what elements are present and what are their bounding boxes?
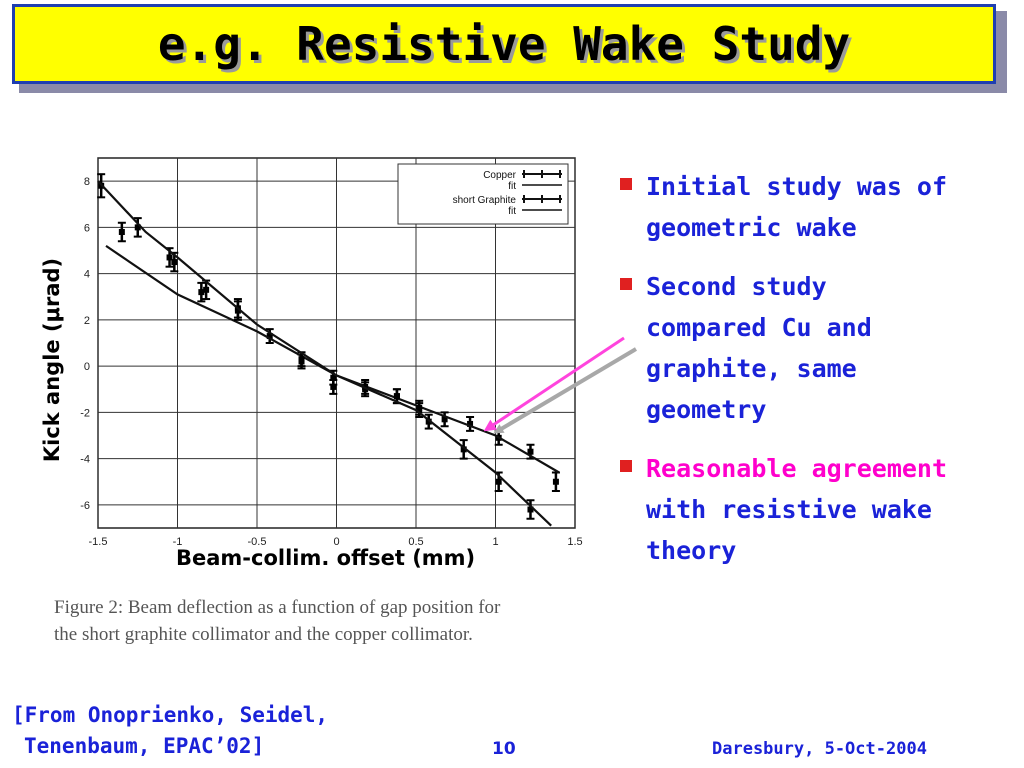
data-point xyxy=(298,356,305,363)
x-tick-label: -1.5 xyxy=(89,536,108,548)
y-tick-label: 0 xyxy=(84,361,90,373)
data-point xyxy=(134,224,141,231)
y-tick-label: 2 xyxy=(84,315,90,327)
data-point xyxy=(441,416,448,423)
bullet-item: Second study compared Cu and graphite, s… xyxy=(616,266,1016,430)
data-point xyxy=(495,478,502,485)
data-point xyxy=(362,386,369,393)
x-tick-label: 0 xyxy=(333,536,339,548)
source-line-2: Tenenbaum, EPAC’02] xyxy=(24,734,265,758)
bullet-list: Initial study was of geometric wake Seco… xyxy=(616,166,1016,589)
bullet-line: theory xyxy=(646,536,737,565)
bullet-line: graphite, same xyxy=(646,354,857,383)
data-point xyxy=(330,374,337,381)
data-point xyxy=(527,506,534,513)
data-point xyxy=(552,478,559,485)
legend-label: short Graphite xyxy=(453,195,517,206)
y-tick-label: 4 xyxy=(84,269,90,281)
x-tick-label: 1 xyxy=(492,536,498,548)
x-tick-label: 1.5 xyxy=(567,536,582,548)
y-tick-label: -6 xyxy=(80,500,90,512)
slide-title: e.g. Resistive Wake Study xyxy=(157,17,851,71)
title-banner: e.g. Resistive Wake Study xyxy=(12,4,996,84)
data-point xyxy=(234,307,241,314)
legend-label: fit xyxy=(508,181,516,192)
legend-label: Copper xyxy=(483,170,516,181)
y-axis-label: Kick angle (μrad) xyxy=(40,257,64,463)
bullet-line: Initial study was of xyxy=(646,172,948,201)
x-axis-label: Beam-collim. offset (mm) xyxy=(176,546,476,570)
source-citation: [From Onoprienko, Seidel, Tenenbaum, EPA… xyxy=(12,700,412,762)
data-point xyxy=(527,448,534,455)
bullet-item: Reasonable agreement with resistive wake… xyxy=(616,448,1016,571)
data-point xyxy=(467,420,474,427)
data-point xyxy=(425,418,432,425)
data-point xyxy=(171,259,178,266)
legend-label: fit xyxy=(508,206,516,217)
caption-line-1: Figure 2: Beam deflection as a function … xyxy=(54,597,501,618)
source-line-1: [From Onoprienko, Seidel, xyxy=(12,703,329,727)
bullet-square-icon xyxy=(620,178,632,190)
chart: -1.5 -1 -0.5 0 0.5 1 1.5 8 6 4 2 0 -2 -4 -6 Copper fit sh… xyxy=(20,150,600,590)
y-tick-label: -2 xyxy=(80,407,90,419)
caption-line-2: the short graphite collimator and the co… xyxy=(54,624,473,645)
data-point xyxy=(416,404,423,411)
y-tick-label: 6 xyxy=(84,222,90,234)
page-number: 10 xyxy=(492,739,516,759)
chart-svg: -1.5 -1 -0.5 0 0.5 1 1.586420-2-4-6Copperfitsh… xyxy=(80,157,583,548)
y-tick-label: 8 xyxy=(84,176,90,188)
fit-curve xyxy=(97,180,552,527)
footer-date-location: Daresbury, 5-Oct-2004 xyxy=(712,739,927,759)
x-tick-label: 0.5 xyxy=(408,536,423,548)
x-tick-label: -0.5 xyxy=(248,536,267,548)
y-tick-label: -4 xyxy=(80,454,90,466)
bullet-item: Initial study was of geometric wake xyxy=(616,166,1016,248)
figure-caption: Figure 2: Beam deflection as a function … xyxy=(54,594,614,648)
data-point xyxy=(393,393,400,400)
bullet-line: geometric wake xyxy=(646,213,857,242)
bullet-line: Second study xyxy=(646,272,827,301)
bullet-square-icon xyxy=(620,278,632,290)
data-point xyxy=(330,383,337,390)
bullet-line: compared Cu and xyxy=(646,313,872,342)
data-point xyxy=(203,286,210,293)
bullet-square-icon xyxy=(620,460,632,472)
bullet-line: geometry xyxy=(646,395,767,424)
data-point xyxy=(460,446,467,453)
x-tick-label: -1 xyxy=(173,536,183,548)
data-point xyxy=(118,229,125,235)
data-point xyxy=(198,289,205,296)
bullet-highlight: Reasonable agreement xyxy=(646,454,948,483)
data-point xyxy=(166,254,173,261)
data-point xyxy=(266,333,273,340)
bullet-line: with resistive wake xyxy=(646,495,932,524)
